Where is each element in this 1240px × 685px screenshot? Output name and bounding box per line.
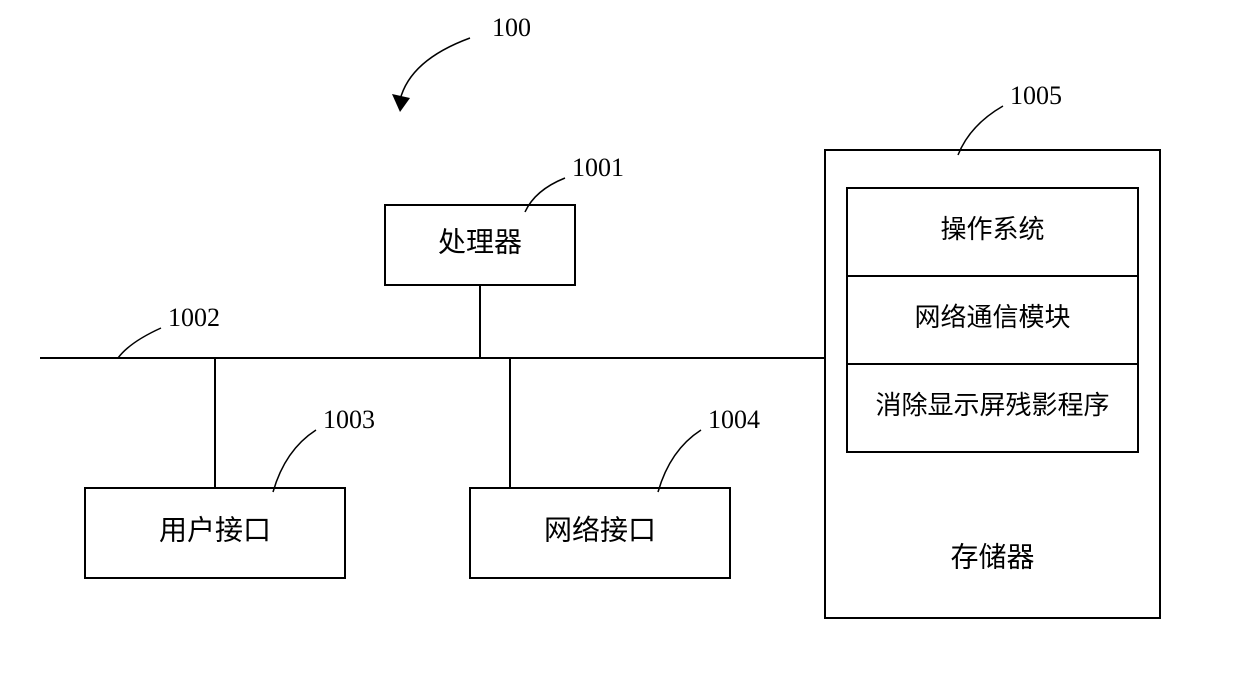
block-diagram: 处理器 1001 用户接口 1003 网络接口 1004 操作系统 网络通信模块… — [0, 0, 1240, 685]
processor-label: 处理器 — [438, 226, 522, 258]
bus-ref-leader — [118, 328, 161, 358]
network-interface-leader — [658, 430, 701, 492]
network-interface-ref: 1004 — [708, 405, 760, 434]
main-arrow: 100 — [392, 13, 531, 112]
storage-block: 操作系统 网络通信模块 消除显示屏残影程序 存储器 1005 — [825, 81, 1160, 618]
bus-ref: 1002 — [118, 303, 220, 358]
processor-block: 处理器 1001 — [385, 153, 624, 358]
storage-row-program-label: 消除显示屏残影程序 — [875, 391, 1109, 420]
bus-ref-label: 1002 — [168, 303, 220, 332]
user-interface-label: 用户接口 — [159, 514, 271, 546]
storage-row-netcomm-label: 网络通信模块 — [914, 303, 1070, 332]
user-interface-ref: 1003 — [323, 405, 375, 434]
storage-row-os-label: 操作系统 — [940, 215, 1044, 244]
network-interface-label: 网络接口 — [544, 514, 656, 546]
processor-ref: 1001 — [572, 153, 624, 182]
main-arrow-head — [392, 94, 410, 112]
storage-ref: 1005 — [1010, 81, 1062, 110]
user-interface-block: 用户接口 1003 — [85, 358, 375, 578]
storage-leader — [958, 106, 1003, 155]
network-interface-block: 网络接口 1004 — [470, 358, 760, 578]
main-arrow-label: 100 — [492, 13, 531, 42]
storage-label: 存储器 — [950, 541, 1034, 573]
user-interface-leader — [273, 430, 316, 492]
main-arrow-shaft — [400, 38, 470, 100]
